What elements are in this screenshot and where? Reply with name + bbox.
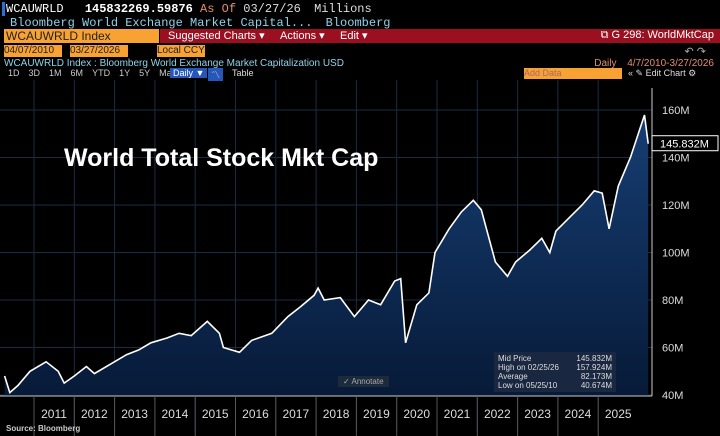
end-date-field[interactable]: 03/27/2026 <box>70 45 128 57</box>
x-tick-label: 2023 <box>524 407 551 421</box>
periodicity: Daily <box>594 58 617 69</box>
as-of-date: 03/27/26 <box>243 2 301 16</box>
redo-icon[interactable]: ↷ <box>696 46 706 58</box>
chart-id-label: G 298: WorldMktCap <box>611 29 714 41</box>
x-tick-label: 2020 <box>403 407 430 421</box>
x-tick-label: 2022 <box>484 407 511 421</box>
actions-button[interactable]: Actions ▾ <box>280 30 325 42</box>
edit-chart-button[interactable]: ✎ Edit Chart <box>635 68 686 78</box>
period-1m[interactable]: 1M <box>49 68 62 78</box>
period-max[interactable]: Max <box>159 68 177 78</box>
chart-id[interactable]: ⧉ G 298: WorldMktCap <box>601 29 714 42</box>
y-tick-label: 80M <box>662 295 683 307</box>
annotate-button[interactable]: ✓ Annotate <box>338 376 389 387</box>
period-5y[interactable]: 5Y <box>139 68 151 78</box>
edit-chart-label: Edit Chart <box>645 68 686 78</box>
currency-select[interactable]: Local CCY <box>157 45 205 57</box>
last-value-box <box>651 135 719 152</box>
add-data-field[interactable]: Add Data <box>524 68 622 79</box>
as-of-label: As Of <box>200 2 237 16</box>
last-value-label: 145.832M <box>660 139 709 151</box>
source-note: Source: Bloomberg <box>6 424 81 433</box>
edit-label: Edit <box>340 30 359 42</box>
y-tick-label: 140M <box>662 153 690 165</box>
y-tick-label: 100M <box>662 248 690 260</box>
x-tick-label: 2025 <box>605 407 632 421</box>
source-short: Bloomberg <box>325 16 391 30</box>
period-1y[interactable]: 1Y <box>119 68 131 78</box>
legend-value: 82.173M <box>580 372 612 381</box>
undo-icon[interactable]: ↶ <box>684 46 694 58</box>
collapse-icon[interactable]: « <box>628 68 634 78</box>
edit-button[interactable]: Edit ▾ <box>340 30 368 42</box>
legend-row: Average 82.173M <box>498 372 612 381</box>
last-value: 145832269.59876 <box>84 2 193 16</box>
period-range: 4/7/2010-3/27/2026 <box>627 58 714 69</box>
area-fill <box>4 115 649 396</box>
x-tick-label: 2024 <box>565 407 592 421</box>
x-tick-label: 2014 <box>162 407 189 421</box>
toolbar: Suggested Charts ▾ Actions ▾ Edit ▾ ⧉ G … <box>160 29 720 43</box>
settings-icon[interactable]: ⚙ <box>688 68 697 78</box>
x-tick-label: 2013 <box>121 407 148 421</box>
period-6m[interactable]: 6M <box>70 68 84 78</box>
legend-label: Mid Price <box>498 354 532 363</box>
chart-area: 40M 60M 80M 100M 120M 140M 160M 2011 2012 2013 201… <box>0 80 719 436</box>
annotate-label: Annotate <box>351 377 384 386</box>
series-line <box>3 114 649 395</box>
y-tick-label: 160M <box>662 105 690 117</box>
legend-row: Low on 05/25/10 40.674M <box>498 381 612 390</box>
description: Bloomberg World Exchange Market Capital.… <box>10 16 313 30</box>
ticker: WCAUWRLD <box>2 2 64 16</box>
x-tick-label: 2016 <box>242 407 269 421</box>
daily-select[interactable]: Daily ▼ <box>170 68 208 78</box>
y-tick-label: 120M <box>662 200 690 212</box>
period-1d[interactable]: 1D <box>8 68 20 78</box>
x-tick-label: 2018 <box>323 407 350 421</box>
legend: Mid Price 145.832M High on 02/25/26 157.924… <box>494 352 616 392</box>
chart-title: World Total Stock Mkt Cap <box>64 144 379 172</box>
x-tick-label: 2019 <box>363 407 390 421</box>
security-field[interactable]: WCAUWRLD Index <box>4 29 159 43</box>
period-3d[interactable]: 3D <box>28 68 41 78</box>
legend-value: 145.832M <box>576 354 612 363</box>
start-date-field[interactable]: 04/07/2010 <box>4 45 62 57</box>
chart-subtitle: WCAUWRLD Index : Bloomberg World Exchang… <box>4 58 344 69</box>
y-tick-label: 60M <box>662 343 683 355</box>
table-tab[interactable]: Table <box>232 68 254 78</box>
suggested-charts-label: Suggested Charts <box>168 30 257 42</box>
legend-row: Mid Price 145.832M <box>498 354 612 363</box>
actions-label: Actions <box>280 30 317 42</box>
legend-value: 157.924M <box>576 363 612 372</box>
legend-label: Low on 05/25/10 <box>498 381 558 390</box>
legend-label: High on 02/25/26 <box>498 363 559 372</box>
legend-label: Average <box>498 372 528 381</box>
suggested-charts-button[interactable]: Suggested Charts ▾ <box>168 30 265 42</box>
x-tick-label: 2015 <box>202 407 229 421</box>
x-tick-label: 2012 <box>81 407 108 421</box>
period-ytd[interactable]: YTD <box>92 68 111 78</box>
legend-row: High on 02/25/26 157.924M <box>498 363 612 372</box>
units: Millions <box>314 2 372 16</box>
export-icon[interactable]: ⧉ <box>600 29 609 41</box>
x-tick-label: 2011 <box>41 407 67 421</box>
legend-value: 40.674M <box>580 381 612 390</box>
x-tick-label: 2017 <box>282 407 309 421</box>
line-chart-icon[interactable]: 〽 <box>208 68 224 81</box>
x-tick-label: 2021 <box>444 407 471 421</box>
y-tick-label: 40M <box>662 390 683 402</box>
